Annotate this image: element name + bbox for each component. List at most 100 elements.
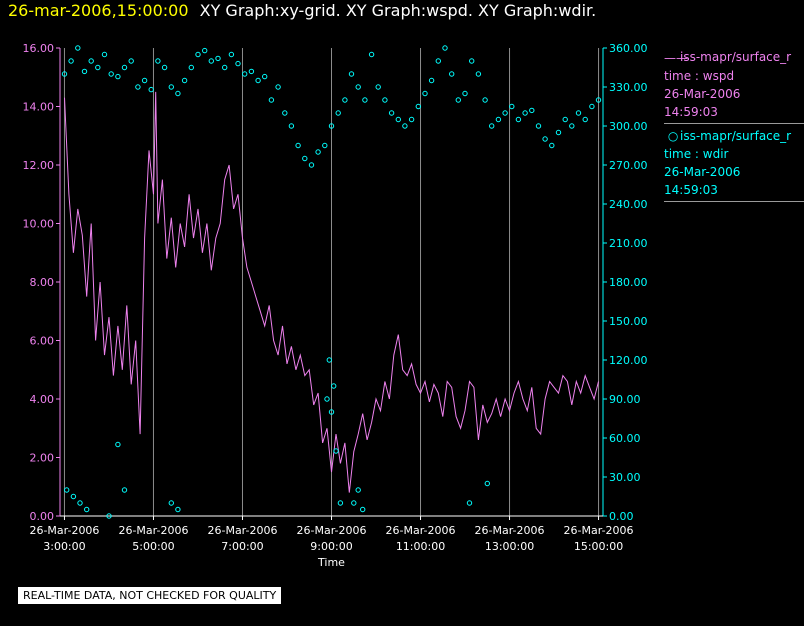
wdir-point [529,107,535,114]
x-axis-tick-time: 15:00:00 [574,540,623,553]
wdir-point [202,47,208,54]
right-axis-tick-label: 0.00 [609,510,634,523]
wdir-point [515,116,522,123]
legend-entry-wspd: ——iss-mapr/surface_r time : wspd 26-Mar-… [664,48,804,124]
wdir-point [308,162,315,168]
right-axis-tick-label: 300.00 [609,120,648,133]
wdir-point [242,71,248,77]
legend-date: 26-Mar-2006 [664,165,741,179]
wdir-point [326,357,332,363]
wdir-point [484,480,490,487]
left-axis-tick-label: 16.00 [23,42,55,55]
legend-circle-marker: ○ [664,129,683,143]
wdir-point [95,64,101,71]
wdir-point [315,149,321,155]
wdir-point [302,155,308,162]
x-axis-tick-date: 26-Mar-2006 [207,524,277,537]
right-axis-tick-label: 210.00 [609,237,648,250]
wdir-point [475,71,482,77]
wdir-point [68,58,74,64]
wdir-point [175,506,181,513]
x-axis-tick-time: 5:00:00 [132,540,174,553]
right-axis-tick-label: 120.00 [609,354,648,367]
wdir-point [115,441,121,448]
left-axis-tick-label: 10.00 [23,218,55,231]
wdir-point [106,513,112,519]
wdir-point [362,97,368,103]
wdir-point [388,110,395,116]
x-axis-tick-time: 11:00:00 [396,540,445,553]
wdir-point [128,58,134,64]
wdir-point [415,103,421,110]
wdir-point [455,97,461,103]
wspd-series-line [64,91,599,493]
wdir-point [589,103,595,110]
left-axis-tick-label: 14.00 [23,101,55,114]
wdir-point [288,123,295,129]
title-text: XY Graph:xy-grid. XY Graph:wspd. XY Grap… [199,1,597,20]
wdir-point [64,487,70,493]
wdir-point [355,487,361,493]
wdir-point [215,55,221,62]
wdir-point [382,97,388,103]
wdir-point [509,103,515,110]
right-axis-tick-label: 360.00 [609,42,648,55]
legend-entry-wdir: ○ iss-mapr/surface_r time : wdir 26-Mar-… [664,127,804,202]
wdir-point [342,97,348,103]
left-axis-tick-label: 2.00 [30,452,55,465]
wdir-point [228,51,235,58]
left-axis-tick-label: 0.00 [30,510,55,523]
x-axis-tick-time: 9:00:00 [310,540,352,553]
quality-notice: REAL-TIME DATA, NOT CHECKED FOR QUALITY [18,587,282,604]
right-axis-tick-label: 240.00 [609,198,648,211]
right-axis-tick-label: 30.00 [609,471,641,484]
wdir-point [489,123,495,129]
x-axis-tick-date: 26-Mar-2006 [118,524,188,537]
wdir-point [168,84,175,90]
wdir-point [562,116,568,123]
wdir-point [188,64,195,71]
right-axis-tick-label: 270.00 [609,159,648,172]
wdir-point [466,500,473,506]
legend-line-marker: —— [664,50,688,65]
wdir-point [101,51,108,58]
wdir-point [75,45,81,51]
wdir-point [449,71,455,77]
legend-label: iss-mapr/surface_r [680,128,792,143]
wdir-point [195,51,201,58]
wdir-point [442,45,448,51]
wdir-point [535,123,542,129]
wdir-point [168,500,175,506]
wdir-point [77,500,83,506]
wdir-point [148,86,154,93]
wdir-point [595,97,602,103]
legend: ——iss-mapr/surface_r time : wspd 26-Mar-… [664,48,804,205]
left-axis-tick-label: 8.00 [30,276,55,289]
wdir-point [208,58,215,64]
wdir-point [575,110,582,116]
wdir-point [262,73,268,80]
wdir-point [335,110,341,116]
wdir-point [435,58,441,64]
right-axis-tick-label: 60.00 [609,432,641,445]
wdir-point [121,64,128,71]
legend-variable: time : wdir [664,147,729,161]
wdir-point [248,68,255,75]
wdir-point [235,60,241,67]
legend-label: iss-mapr/surface_r [680,50,792,64]
wdir-point [495,116,502,123]
left-axis-tick-label: 4.00 [30,393,55,406]
wdir-point [555,129,562,136]
left-axis-tick-label: 12.00 [23,159,55,172]
wdir-point [368,51,375,58]
wdir-point [569,123,575,129]
wdir-point [322,142,328,149]
wdir-point [522,110,528,116]
wdir-point [324,396,330,402]
wdir-point [333,448,339,454]
right-axis-tick-label: 330.00 [609,81,648,94]
wdir-point [61,71,68,77]
wdir-point [408,116,415,123]
x-axis-tick-date: 26-Mar-2006 [297,524,367,537]
